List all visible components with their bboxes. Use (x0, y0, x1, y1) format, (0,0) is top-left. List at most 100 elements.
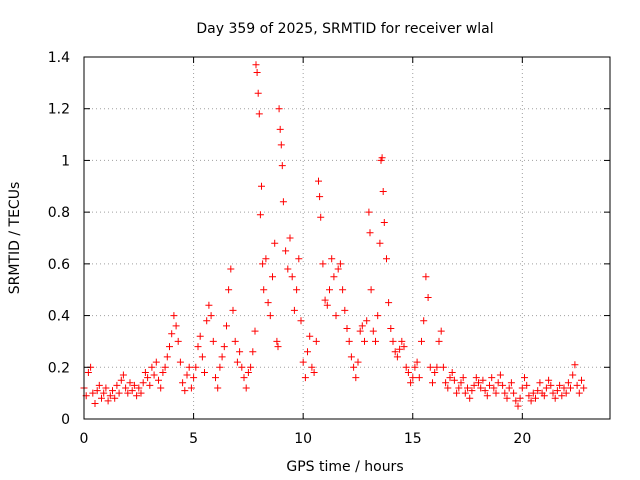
data-point (212, 374, 219, 382)
data-point (514, 402, 522, 410)
data-point (172, 322, 180, 330)
data-point (278, 162, 286, 170)
data-point (534, 387, 542, 395)
data-point (319, 260, 327, 268)
data-point (276, 125, 284, 133)
x-tick-label: 0 (80, 431, 89, 447)
data-point (396, 345, 404, 353)
data-point (176, 358, 184, 366)
data-point (446, 374, 454, 382)
data-point (130, 381, 138, 389)
data-point (304, 348, 311, 356)
data-point (361, 337, 368, 345)
data-point (102, 384, 110, 392)
data-point (128, 387, 136, 395)
data-point (111, 394, 119, 402)
data-point (422, 273, 430, 281)
data-point (415, 374, 423, 382)
data-point (231, 337, 239, 345)
data-point (205, 301, 213, 309)
data-point (216, 363, 224, 371)
data-point (366, 229, 374, 237)
data-point (192, 363, 200, 371)
data-point (310, 369, 318, 376)
data-point (431, 369, 439, 376)
data-point (433, 363, 441, 371)
data-point (258, 182, 265, 190)
data-point (356, 327, 364, 335)
data-point (418, 337, 425, 345)
data-point (196, 332, 204, 340)
data-point (225, 286, 233, 294)
data-point (198, 353, 206, 361)
plot-frame (83, 56, 611, 420)
data-point (437, 327, 445, 335)
data-point (330, 273, 338, 281)
data-point (483, 392, 491, 400)
data-point (376, 239, 384, 247)
data-point (316, 193, 324, 201)
data-point (163, 353, 171, 361)
data-point (148, 363, 156, 371)
data-point (109, 387, 116, 395)
data-point (152, 358, 160, 366)
y-tick-label: 1.2 (48, 102, 70, 118)
data-point (168, 330, 176, 338)
data-point (505, 384, 513, 392)
data-point (562, 389, 570, 397)
data-point (404, 369, 412, 376)
data-point (209, 337, 217, 345)
data-point (354, 358, 362, 366)
data-point (297, 317, 305, 325)
data-point (545, 376, 553, 384)
data-point (439, 363, 447, 371)
data-point (492, 389, 500, 397)
data-point (387, 325, 395, 332)
data-point (214, 384, 222, 392)
data-point (229, 306, 237, 314)
data-point (466, 394, 474, 402)
data-point (144, 374, 152, 382)
data-point (260, 286, 268, 294)
data-point (117, 376, 125, 384)
data-point (358, 322, 366, 330)
data-point (367, 286, 375, 294)
data-point (542, 384, 550, 392)
data-point (578, 376, 585, 384)
chart-title: Day 359 of 2025, SRMTID for receiver wla… (196, 21, 493, 37)
data-point (488, 374, 496, 382)
data-point (551, 394, 559, 402)
x-tick-label: 20 (513, 431, 531, 447)
x-tick-label: 15 (404, 431, 422, 447)
data-point (126, 379, 134, 387)
data-point (238, 363, 246, 371)
data-point (444, 384, 452, 392)
data-point (236, 348, 244, 356)
data-point (564, 379, 572, 387)
data-point (477, 384, 485, 392)
data-point (242, 384, 250, 392)
data-point (106, 392, 114, 400)
data-point (201, 369, 208, 376)
data-point (345, 337, 353, 345)
data-point (350, 363, 358, 371)
data-point (549, 389, 557, 397)
data-point (475, 379, 482, 387)
data-point (450, 376, 458, 384)
data-point (207, 312, 215, 320)
data-point (393, 353, 401, 361)
data-point (122, 384, 130, 392)
data-point (174, 337, 182, 345)
data-point (455, 384, 463, 392)
data-point (252, 61, 260, 69)
data-point (247, 363, 255, 371)
data-point (402, 363, 410, 371)
data-point (190, 374, 198, 382)
data-point (271, 239, 279, 247)
data-point (124, 389, 132, 397)
data-point (378, 154, 386, 162)
data-point (339, 286, 347, 294)
data-point (89, 389, 97, 397)
data-point (269, 273, 276, 281)
